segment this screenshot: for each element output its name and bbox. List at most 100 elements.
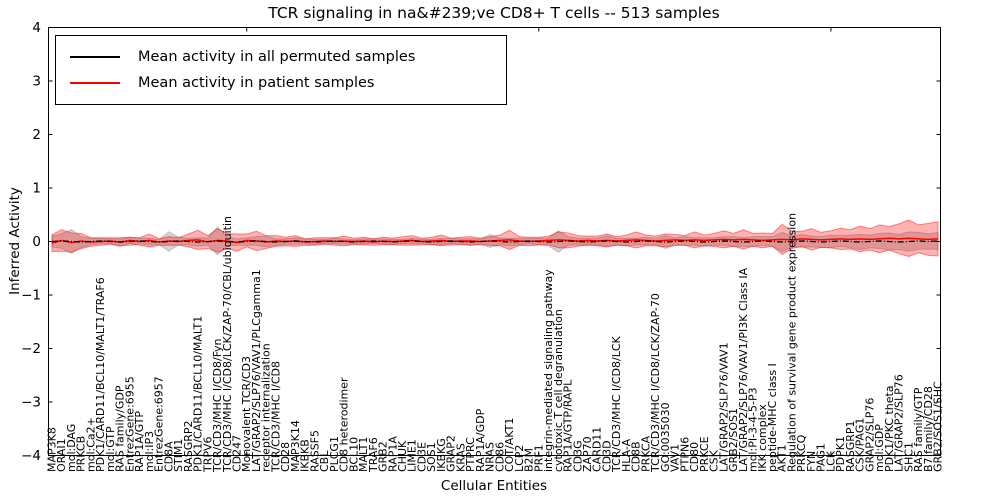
x-tick-label: RAP1A/GTP/RAPL [562,379,575,472]
x-tick-label: PTPRC [464,437,477,472]
x-tick-label: RASGRP1 [844,420,857,472]
x-tick-label: AKT1 [776,444,789,472]
x-tick-label: mol:GTP [104,426,117,472]
x-tick-label: BCL10 [347,437,360,472]
patient-std-band [51,219,939,258]
x-tick-label: PRKCA [639,435,652,472]
x-tick-label: integrin-mediated signaling pathway [542,269,555,472]
x-tick-label: GRAP2 [445,435,458,472]
patient-line-sample-icon [70,82,120,84]
x-tick-label: B2M [523,448,536,472]
y-tick-label: −3 [21,395,41,411]
x-axis-title: Cellular Entities [440,478,548,494]
x-tick-label: GRB2 [377,441,390,472]
x-tick-label: CD80 [688,442,701,472]
y-tick-label: −2 [21,341,41,357]
x-tick-label: EntrezGene:6957 [153,376,166,472]
y-axis-title: Inferred Activity [7,187,23,295]
x-tick-label: Monovalent TCR/CD3 [240,356,253,472]
x-tick-label: PRKCB [75,436,88,472]
x-tick-label: SHC1 [902,442,915,472]
legend-entry-patient: Mean activity in patient samples [70,70,506,96]
x-tick-label: LAT/GRAP2/SLP76 [893,374,906,472]
x-tick-label: CD8B [630,441,643,472]
x-tick-label: TCR/CD3/MHC I/CD8/LCK/ZAP-70/CBL/ubiquit… [221,216,234,473]
x-tick-label: ZAP70 [581,436,594,472]
x-tick-label: GO:0035030 [659,402,672,472]
legend-entry-permuted: Mean activity in all permuted samples [70,44,506,70]
y-tick-label: 3 [32,74,41,90]
x-tick-label: GRB2/SOS1/SHC [932,381,945,472]
x-tick-label: CD3G [571,440,584,472]
y-tick-label: 4 [32,20,41,36]
x-tick-label: TCR/CD3/MHC I/CD8/LCK [610,335,623,473]
x-tick-label: CD3E [415,442,428,472]
y-tick-label: −4 [21,448,41,464]
permuted-line-sample-icon [70,56,120,58]
x-tick-label: CD8A [162,441,175,472]
x-tick-label: VAV1 [669,444,682,472]
x-tick-label: peptide-MHC class I [766,363,779,472]
x-tick-label: PDK1/CARD11/BCL10/MALT1 [192,316,205,472]
x-tick-label: mol:IP3 [143,431,156,472]
x-tick-label: PDK1/PKC theta [883,385,896,472]
y-tick-label: −1 [21,288,41,304]
x-tick-label: PLCG1 [328,436,341,472]
x-tick-label: CD86 [493,442,506,472]
x-tick-label: RAS family/GDP [114,385,127,472]
x-tick-label: RASGRP2 [182,420,195,472]
legend-label-permuted: Mean activity in all permuted samples [138,49,416,65]
x-tick-label: CD8 heterodimer [338,377,351,472]
x-tick-label: TCR/CD3/MHC I/CD8/LCK/ZAP-70 [649,293,662,473]
y-tick-label: 1 [32,181,41,197]
x-tick-label: PDPK1 [834,436,847,472]
x-tick-label: MAP3K14 [289,420,302,472]
x-tick-label: receptor internalization [260,343,273,472]
x-tick-label: RASSF5 [308,430,321,472]
x-tick-label: mol:Ca2+ [84,417,97,472]
x-tick-label: TCR/CD3/MHC I/CD8 [269,361,282,473]
y-tick-label: 0 [32,234,41,250]
x-tick-label: RAP1A [386,436,399,472]
x-tick-label: mol:DAG [65,424,78,472]
x-tick-label: mol:GDP [873,424,886,472]
x-tick-label: mol:PI-3-4-5-P3 [747,387,760,472]
x-tick-label: IKK complex [756,404,769,472]
x-tick-label: COT/AKT1 [503,418,516,472]
x-tick-label: SOS1 [425,442,438,472]
x-tick-label: B7 family/CD28 [922,386,935,472]
x-tick-label: CD3D [600,440,613,472]
x-tick-label: RAP1A/GDP [474,408,487,472]
x-tick-label: CSK/PAG1 [854,418,867,472]
chart-title: TCR signaling in na&#239;ve CD8+ T cells… [268,4,720,22]
y-tick-label: 2 [32,127,41,143]
x-tick-label: PTPN6 [678,437,691,472]
x-tick-label: RAS family/GTP [912,387,925,472]
legend: Mean activity in all permuted samples Me… [55,35,507,105]
x-tick-label: CARD11 [591,427,604,472]
x-tick-label: Regulation of survival gene product expr… [785,213,798,472]
x-tick-label: PRKCE [698,436,711,472]
x-tick-label: TCR/CD3/MHC I/CD8/Fyn [211,338,224,473]
legend-label-patient: Mean activity in patient samples [138,75,375,91]
x-tick-label: NRAS [484,442,497,472]
x-tick-label: RAP1A/GTP [133,411,146,472]
x-tick-label: PDK1/CARD11/BCL10/MALT1/TRAF6 [94,277,107,472]
permuted-mean-line [51,240,939,243]
x-tick-label: MALT1 [357,437,370,472]
x-tick-label: PRF1 [532,444,545,472]
x-tick-label: PRKCQ [795,434,808,472]
x-tick-label: FYN [805,451,818,472]
x-tick-label: PAG1 [815,443,828,472]
x-tick-label: GRAP2/SLP76 [863,398,876,472]
x-tick-label: EntrezGene:6955 [123,376,136,472]
x-tick-label: LAT/GRAP2/SLP76/VAV1 [717,342,730,472]
x-tick-label: TRPV6 [201,436,214,473]
x-tick-label: LAT/GRAP2/SLP76/VAV1/PLCgamma1 [250,269,263,472]
x-tick-label: LAT/GRAP2/SLP76/VAV1/PI3K Class IA [737,267,750,472]
x-tick-label: CD247 [230,435,243,472]
x-tick-label: cytotoxic T cell degranulation [552,309,565,472]
x-tick-label: LCP2 [513,445,526,472]
